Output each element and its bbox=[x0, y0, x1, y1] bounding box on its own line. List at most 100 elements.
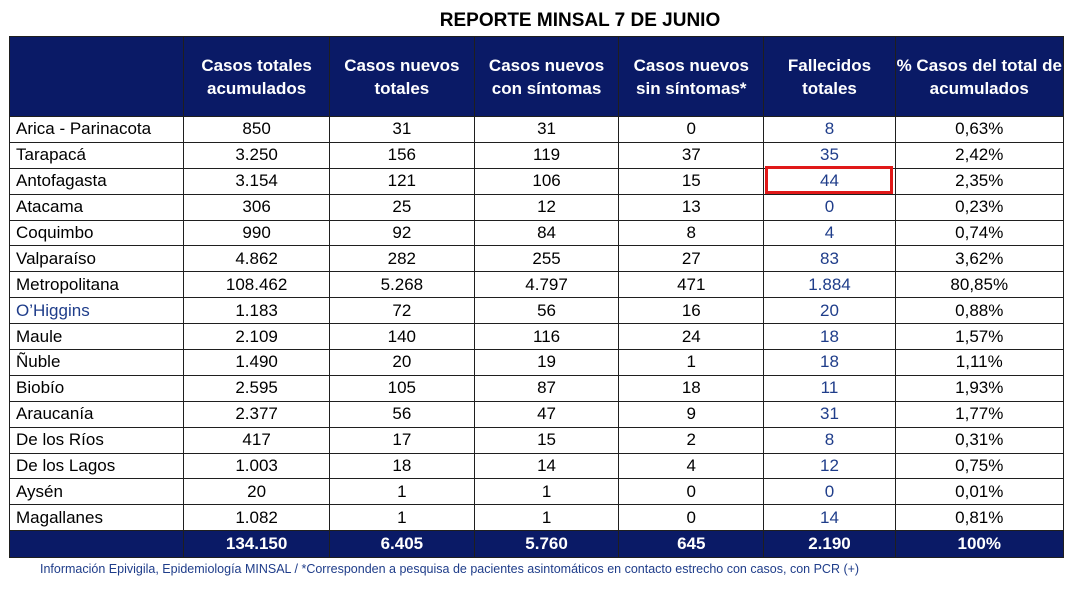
footnote: Información Epivigila, Epidemiología MIN… bbox=[40, 562, 860, 576]
value-cell: 106 bbox=[473, 167, 620, 195]
value-cell: 31 bbox=[763, 400, 896, 428]
value-cell: 47 bbox=[473, 400, 620, 428]
table-body: Arica - Parinacota 850 31 31 0 8 0,63% Tarapacá… bbox=[8, 116, 1065, 532]
value-cell: 1,57% bbox=[894, 323, 1065, 351]
value-cell: 14 bbox=[763, 504, 896, 532]
column-header: Casos totales acumulados bbox=[183, 36, 330, 117]
value-cell: 1,11% bbox=[894, 349, 1065, 376]
value-cell: 19 bbox=[473, 349, 620, 376]
value-cell: 12 bbox=[473, 193, 620, 221]
value-cell: 0 bbox=[763, 478, 896, 506]
value-cell: 2.109 bbox=[183, 323, 330, 351]
value-cell: 18 bbox=[328, 452, 475, 480]
table-row: De los Lagos 1.003 18 14 4 12 0,75% bbox=[8, 452, 1065, 480]
value-cell: 8 bbox=[763, 426, 896, 454]
region-cell: Antofagasta bbox=[8, 167, 185, 195]
value-cell: 4.862 bbox=[183, 245, 330, 273]
value-cell: 2 bbox=[618, 426, 765, 454]
value-cell: 20 bbox=[328, 349, 475, 376]
value-cell: 0 bbox=[763, 193, 896, 221]
region-cell: Maule bbox=[8, 323, 185, 351]
table-row: De los Ríos 417 17 15 2 8 0,31% bbox=[8, 426, 1065, 454]
value-cell: 20 bbox=[763, 297, 896, 325]
table-row: Arica - Parinacota 850 31 31 0 8 0,63% bbox=[8, 116, 1065, 143]
value-cell: 3.154 bbox=[183, 167, 330, 195]
column-header: Fallecidos totales bbox=[763, 36, 896, 117]
value-cell: 87 bbox=[473, 374, 620, 402]
value-cell: 282 bbox=[328, 245, 475, 273]
value-cell: 35 bbox=[763, 141, 896, 169]
value-cell: 1.183 bbox=[183, 297, 330, 325]
report-table: Casos totales acumulados Casos nuevos to… bbox=[8, 36, 1065, 559]
table-row: Biobío 2.595 105 87 18 11 1,93% bbox=[8, 374, 1065, 402]
value-cell: 2.377 bbox=[183, 400, 330, 428]
value-cell: 0,63% bbox=[894, 116, 1065, 143]
value-cell: 2,42% bbox=[894, 141, 1065, 169]
value-cell: 15 bbox=[618, 167, 765, 195]
table-row: Coquimbo 990 92 84 8 4 0,74% bbox=[8, 219, 1065, 247]
table-row: O’Higgins 1.183 72 56 16 20 0,88% bbox=[8, 297, 1065, 325]
value-cell: 9 bbox=[618, 400, 765, 428]
value-cell: 121 bbox=[328, 167, 475, 195]
header-row: Casos totales acumulados Casos nuevos to… bbox=[8, 36, 1065, 117]
table-row: Antofagasta 3.154 121 106 15 44 2,35% bbox=[8, 167, 1065, 195]
table-row: Maule 2.109 140 116 24 18 1,57% bbox=[8, 323, 1065, 351]
value-cell: 12 bbox=[763, 452, 896, 480]
value-cell: 0,01% bbox=[894, 478, 1065, 506]
region-cell: Coquimbo bbox=[8, 219, 185, 247]
value-cell: 0 bbox=[618, 504, 765, 532]
value-cell: 0,74% bbox=[894, 219, 1065, 247]
value-cell: 83 bbox=[763, 245, 896, 273]
value-cell: 14 bbox=[473, 452, 620, 480]
table-row: Valparaíso 4.862 282 255 27 83 3,62% bbox=[8, 245, 1065, 273]
value-cell: 140 bbox=[328, 323, 475, 351]
value-cell: 80,85% bbox=[894, 271, 1065, 299]
value-cell: 24 bbox=[618, 323, 765, 351]
value-cell: 31 bbox=[328, 116, 475, 143]
value-cell: 4.797 bbox=[473, 271, 620, 299]
value-cell: 16 bbox=[618, 297, 765, 325]
value-cell: 1 bbox=[473, 478, 620, 506]
page-title: REPORTE MINSAL 7 DE JUNIO bbox=[439, 10, 721, 31]
total-cell: 100% bbox=[894, 530, 1065, 559]
value-cell: 5.268 bbox=[328, 271, 475, 299]
region-cell: Metropolitana bbox=[8, 271, 185, 299]
value-cell: 31 bbox=[473, 116, 620, 143]
value-cell: 0 bbox=[618, 478, 765, 506]
value-cell: 18 bbox=[763, 323, 896, 351]
region-cell: Atacama bbox=[8, 193, 185, 221]
value-cell: 92 bbox=[328, 219, 475, 247]
table-row: Metropolitana 108.462 5.268 4.797 471 1.884 80… bbox=[8, 271, 1065, 299]
value-cell: 72 bbox=[328, 297, 475, 325]
value-cell: 11 bbox=[763, 374, 896, 402]
value-cell: 27 bbox=[618, 245, 765, 273]
value-cell: 44 bbox=[763, 167, 896, 195]
region-cell: Tarapacá bbox=[8, 141, 185, 169]
value-cell: 0 bbox=[618, 116, 765, 143]
value-cell: 1 bbox=[328, 504, 475, 532]
total-cell: 2.190 bbox=[763, 530, 896, 559]
value-cell: 18 bbox=[618, 374, 765, 402]
value-cell: 990 bbox=[183, 219, 330, 247]
value-cell: 306 bbox=[183, 193, 330, 221]
column-header: Casos nuevos con síntomas bbox=[473, 36, 620, 117]
value-cell: 17 bbox=[328, 426, 475, 454]
total-cell: 134.150 bbox=[183, 530, 330, 559]
value-cell: 4 bbox=[763, 219, 896, 247]
table-row: Araucanía 2.377 56 47 9 31 1,77% bbox=[8, 400, 1065, 428]
value-cell: 105 bbox=[328, 374, 475, 402]
region-cell: Valparaíso bbox=[8, 245, 185, 273]
value-cell: 1.884 bbox=[763, 271, 896, 299]
total-cell: 645 bbox=[618, 530, 765, 559]
column-header-region bbox=[8, 36, 185, 117]
value-cell: 471 bbox=[618, 271, 765, 299]
column-header: % Casos del total de acumulados bbox=[894, 36, 1065, 117]
value-cell: 8 bbox=[618, 219, 765, 247]
value-cell: 0,75% bbox=[894, 452, 1065, 480]
value-cell: 1 bbox=[618, 349, 765, 376]
region-cell: Ñuble bbox=[8, 349, 185, 376]
table-row: Magallanes 1.082 1 1 0 14 0,81% bbox=[8, 504, 1065, 532]
total-cell: 5.760 bbox=[473, 530, 620, 559]
value-cell: 0,81% bbox=[894, 504, 1065, 532]
value-cell: 1.082 bbox=[183, 504, 330, 532]
